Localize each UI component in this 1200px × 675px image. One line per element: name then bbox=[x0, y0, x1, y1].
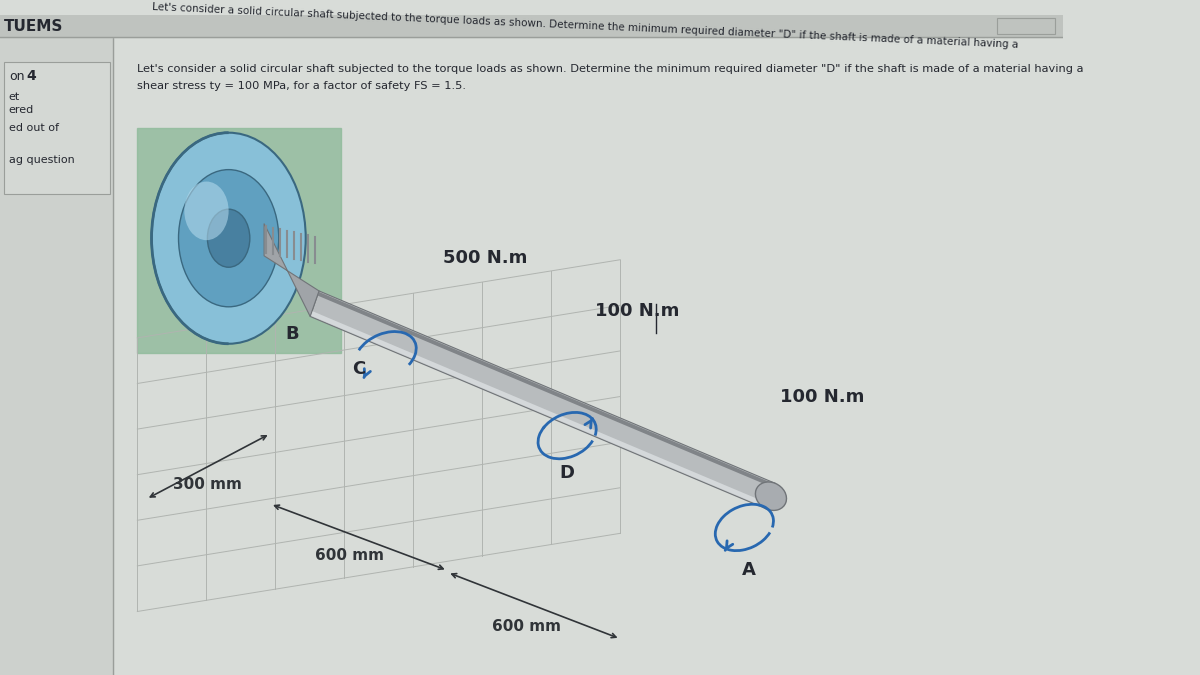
Text: shear stress ty = 100 MPa, for a factor of safety FS = 1.5.: shear stress ty = 100 MPa, for a factor … bbox=[137, 81, 467, 90]
Text: 100 N.m: 100 N.m bbox=[595, 302, 680, 319]
Ellipse shape bbox=[185, 182, 229, 240]
Polygon shape bbox=[311, 311, 768, 508]
Text: Let's consider a solid circular shaft subjected to the torque loads as shown. De: Let's consider a solid circular shaft su… bbox=[151, 2, 1018, 50]
Text: 600 mm: 600 mm bbox=[492, 619, 560, 634]
Text: ag question: ag question bbox=[8, 155, 74, 165]
Text: 4: 4 bbox=[26, 69, 36, 83]
Text: on: on bbox=[8, 70, 24, 82]
Text: D: D bbox=[559, 464, 575, 482]
Text: TUEMS: TUEMS bbox=[4, 19, 62, 34]
Text: 600 mm: 600 mm bbox=[314, 548, 384, 564]
Text: 500 N.m: 500 N.m bbox=[443, 249, 528, 267]
Text: B: B bbox=[286, 325, 299, 343]
Text: A: A bbox=[742, 562, 756, 579]
Polygon shape bbox=[310, 291, 775, 509]
Text: ered: ered bbox=[8, 105, 34, 115]
Bar bbox=[0, 37, 114, 675]
Text: C: C bbox=[353, 360, 366, 378]
Text: 300 mm: 300 mm bbox=[173, 477, 241, 492]
Polygon shape bbox=[318, 292, 775, 488]
Ellipse shape bbox=[208, 209, 250, 267]
Ellipse shape bbox=[151, 133, 306, 344]
Ellipse shape bbox=[179, 169, 278, 307]
Text: Let's consider a solid circular shaft subjected to the torque loads as shown. De: Let's consider a solid circular shaft su… bbox=[137, 64, 1084, 74]
Bar bbox=[997, 18, 1055, 34]
Bar bbox=[137, 128, 341, 352]
Bar bbox=[4, 62, 110, 194]
Bar bbox=[0, 16, 1063, 37]
Text: 100 N.m: 100 N.m bbox=[780, 387, 864, 406]
Ellipse shape bbox=[756, 482, 786, 510]
Polygon shape bbox=[264, 223, 319, 317]
Text: ed out of: ed out of bbox=[8, 123, 59, 133]
Text: et: et bbox=[8, 92, 20, 101]
